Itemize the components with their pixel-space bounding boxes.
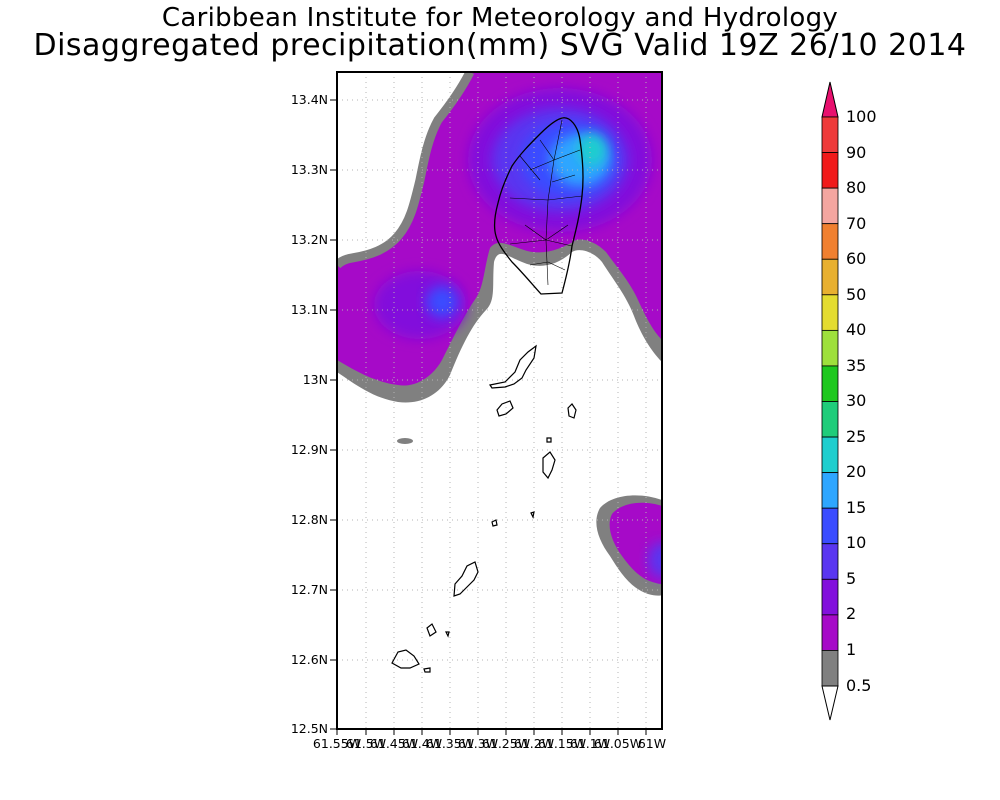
lon-tick-labels: 61.55W 61.5W 61.45W 61.4W 61.35W 61.3W 6… <box>313 736 666 751</box>
island-bequia <box>489 344 537 389</box>
colorbar-label: 25 <box>846 427 866 446</box>
precipitation-field <box>337 72 662 729</box>
lon-tick-label: 61.45W <box>370 736 418 751</box>
colorbar-box-30 <box>821 365 839 402</box>
colorbar-box-5 <box>821 543 839 580</box>
colorbar-box-60 <box>821 223 839 260</box>
island-tobago-cays <box>546 437 552 443</box>
lat-tick-label: 12.8N <box>291 512 328 527</box>
lat-tick-label: 13.2N <box>291 232 328 247</box>
colorbar-labels: 100 90 80 70 60 50 40 35 30 25 20 15 10 … <box>846 107 877 695</box>
lon-tick-label: 61.3W <box>458 736 498 751</box>
colorbar-box-80 <box>821 152 839 189</box>
colorbar-label: 50 <box>846 285 866 304</box>
colorbar-label: 35 <box>846 356 866 375</box>
colorbar-box-50 <box>821 258 839 296</box>
lat-tick-label: 12.6N <box>291 652 328 667</box>
lon-tick-label: 61.4W <box>402 736 442 751</box>
colorbar-label: 80 <box>846 178 866 197</box>
lon-tick-label: 61.05W <box>594 736 642 751</box>
lat-tick-labels: 13.4N 13.3N 13.2N 13.1N 13N 12.9N 12.8N … <box>291 92 328 736</box>
island-union <box>453 561 479 597</box>
rain-patch-small <box>397 438 413 444</box>
colorbar-label: 60 <box>846 249 866 268</box>
lon-tick-label: 61W <box>638 736 666 751</box>
island-ronde <box>423 667 431 673</box>
colorbar-box-40 <box>821 294 839 331</box>
colorbar-label: 0.5 <box>846 676 871 695</box>
colorbar-box-20 <box>821 436 839 474</box>
colorbar-box-90 <box>821 116 839 153</box>
colorbar-box-10 <box>821 507 839 545</box>
grenadine-islands <box>391 344 577 673</box>
island-small-rock <box>445 631 450 638</box>
colorbar-label: 10 <box>846 533 866 552</box>
island-mustique <box>567 403 577 419</box>
lat-axis-ticks <box>330 99 337 730</box>
lat-tick-label: 13N <box>303 372 328 387</box>
lon-tick-label: 61.2W <box>514 736 554 751</box>
colorbar-label: 90 <box>846 143 866 162</box>
island-mayreau <box>491 519 498 527</box>
island-petit-st-vincent <box>530 511 535 519</box>
colorbar: 100 90 80 70 60 50 40 35 30 25 20 15 10 … <box>821 81 877 721</box>
colorbar-label: 40 <box>846 320 866 339</box>
colorbar-box-25 <box>821 401 839 438</box>
colorbar-label: 1 <box>846 640 856 659</box>
colorbar-label: 70 <box>846 214 866 233</box>
island-bequia-isle <box>496 400 514 417</box>
colorbar-box-15 <box>821 472 839 509</box>
island-canouan <box>542 451 556 480</box>
rain-core-10mm-west <box>426 286 458 318</box>
colorbar-boxes <box>821 116 839 687</box>
lon-tick-label: 61.55W <box>313 736 361 751</box>
island-carriacou <box>391 649 420 669</box>
colorbar-arrow-top <box>821 81 839 118</box>
lat-tick-label: 12.9N <box>291 442 328 457</box>
lon-tick-label: 61.15W <box>538 736 586 751</box>
colorbar-box-1 <box>821 614 839 651</box>
rain-fringe-northwest <box>337 72 475 269</box>
colorbar-label: 20 <box>846 462 866 481</box>
colorbar-box-70 <box>821 187 839 225</box>
lat-lon-grid <box>337 72 662 729</box>
lon-axis-ticks <box>336 729 647 735</box>
map-title: Caribbean Institute for Meteorology and … <box>161 3 839 33</box>
lat-tick-label: 13.3N <box>291 162 328 177</box>
rain-core-5mm-southeast <box>648 542 662 578</box>
colorbar-box-35 <box>821 329 839 367</box>
lon-tick-label: 61.35W <box>426 736 474 751</box>
colorbar-label: 2 <box>846 604 856 623</box>
lon-tick-label: 61.25W <box>482 736 530 751</box>
colorbar-label: 5 <box>846 569 856 588</box>
lat-tick-label: 12.5N <box>291 721 328 736</box>
map-subtitle: Disaggregated precipitation(mm) SVG Vali… <box>33 28 967 63</box>
lat-tick-label: 13.1N <box>291 302 328 317</box>
colorbar-label: 15 <box>846 498 866 517</box>
island-carriacou-north <box>426 623 437 637</box>
rain-core-20mm-north <box>578 134 606 166</box>
lon-tick-label: 61.1W <box>570 736 610 751</box>
colorbar-label: 30 <box>846 391 866 410</box>
island-st-vincent <box>493 117 584 295</box>
map-frame <box>336 71 663 730</box>
colorbar-label: 100 <box>846 107 877 126</box>
colorbar-box-0.5 <box>821 650 839 687</box>
colorbar-box-2 <box>821 578 839 616</box>
colorbar-arrow-bottom <box>821 685 839 721</box>
lon-tick-label: 61.5W <box>346 736 386 751</box>
lat-tick-label: 12.7N <box>291 582 328 597</box>
lat-tick-label: 13.4N <box>291 92 328 107</box>
